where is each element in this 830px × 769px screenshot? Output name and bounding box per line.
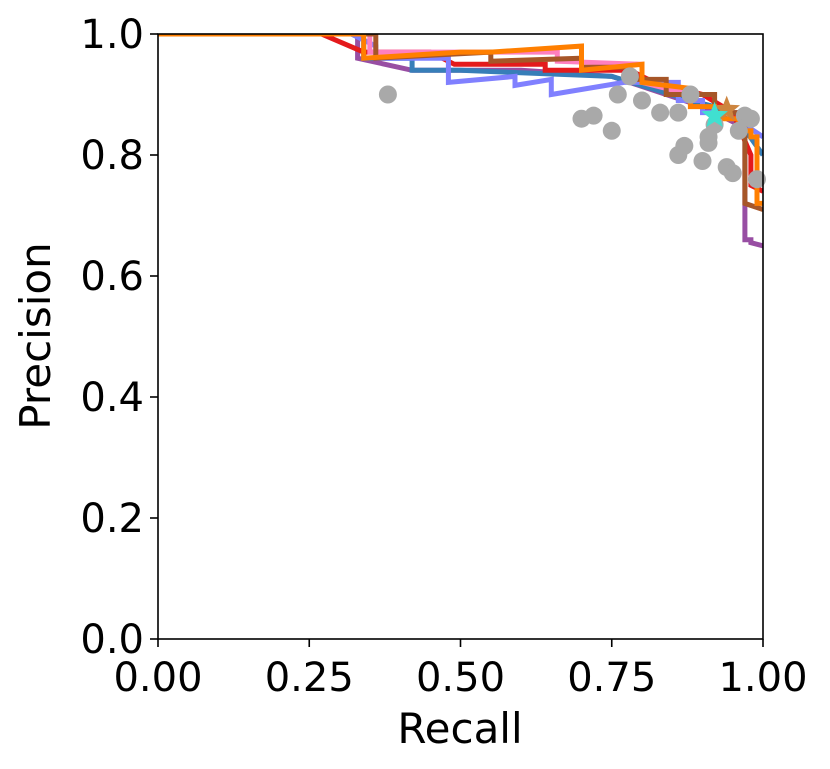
- scatter-layer: [378, 67, 766, 189]
- scatter-point: [620, 67, 639, 86]
- y-tick-label: 1.0: [80, 12, 144, 58]
- marker-layer: [701, 95, 740, 127]
- y-axis: 0.0 0.2 0.4 0.6 0.8 1.0: [80, 12, 158, 663]
- x-axis: 0.00 0.25 0.50 0.75 1.00: [113, 639, 808, 701]
- x-tick-label: 0.00: [113, 655, 202, 701]
- scatter-point: [378, 85, 397, 104]
- scatter-point: [675, 136, 694, 155]
- scatter-point: [651, 103, 670, 122]
- x-tick-label: 0.50: [416, 655, 505, 701]
- y-tick-label: 0.6: [80, 254, 144, 300]
- scatter-point: [693, 152, 712, 171]
- scatter-point: [608, 85, 627, 104]
- scatter-point: [681, 85, 700, 104]
- scatter-point: [741, 109, 760, 128]
- x-tick-label: 0.75: [567, 655, 656, 701]
- scatter-point: [584, 106, 603, 125]
- x-axis-label: Recall: [397, 704, 522, 753]
- scatter-point: [633, 91, 651, 110]
- scatter-point: [669, 103, 688, 122]
- scatter-point: [747, 170, 766, 189]
- y-tick-label: 0.8: [80, 133, 144, 179]
- x-tick-label: 1.00: [718, 655, 807, 701]
- scatter-point: [729, 121, 748, 140]
- star-marker: [713, 95, 740, 121]
- scatter-point: [723, 164, 742, 183]
- star-marker: [701, 101, 728, 127]
- y-axis-label: Precision: [11, 242, 60, 429]
- scatter-point: [602, 121, 621, 140]
- y-tick-label: 0.2: [80, 496, 144, 542]
- y-tick-label: 0.0: [80, 617, 144, 663]
- y-tick-label: 0.4: [80, 375, 144, 421]
- x-tick-label: 0.25: [265, 655, 354, 701]
